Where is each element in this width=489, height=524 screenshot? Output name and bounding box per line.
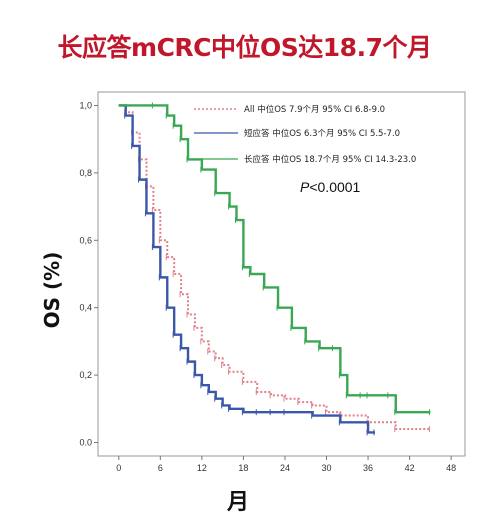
p-value-symbol: P xyxy=(300,179,310,195)
y-tick-label: 0,2 xyxy=(79,370,92,380)
plot-border xyxy=(97,91,466,457)
legend-entry-text: 长应答 中位OS 18.7个月 95% CI 14.3-23.0 xyxy=(244,154,416,165)
x-tick-label: 18 xyxy=(238,463,248,473)
y-tick-label: 1,0 xyxy=(79,100,92,110)
p-value-label: P<0.0001 xyxy=(300,179,361,195)
y-tick-label: 0,6 xyxy=(79,235,92,245)
x-tick-label: 42 xyxy=(405,463,415,473)
x-axis-label: 月 xyxy=(226,490,250,515)
legend: All 中位OS 7.9个月 95% CI 6.8-9.0 短应答 中位OS 6.… xyxy=(194,104,416,165)
survival-curves xyxy=(118,102,431,436)
survival-curve-long-response xyxy=(118,104,431,414)
y-tick-label: 0.0 xyxy=(79,438,92,448)
y-tick-label: 0,4 xyxy=(79,303,92,313)
y-tick-label: 0,8 xyxy=(79,168,92,178)
plot-frame xyxy=(97,91,466,457)
survival-curve-all xyxy=(118,104,431,431)
x-tick-label: 12 xyxy=(197,463,207,473)
legend-entry-text: All 中位OS 7.9个月 95% CI 6.8-9.0 xyxy=(244,104,385,115)
y-axis-label: OS (%) xyxy=(40,251,64,329)
x-axis: 0 6 12 18 24 30 36 42 48 xyxy=(116,456,456,473)
x-tick-label: 0 xyxy=(116,463,121,473)
x-tick-label: 30 xyxy=(322,463,332,473)
legend-entry-text: 短应答 中位OS 6.3个月 95% CI 5.5-7.0 xyxy=(244,128,400,139)
y-axis: 0.0 0,2 0,4 0,6 0,8 1,0 xyxy=(79,100,98,448)
x-tick-label: 36 xyxy=(363,463,373,473)
x-tick-label: 24 xyxy=(280,463,290,473)
x-tick-label: 6 xyxy=(158,463,163,473)
p-value-number: <0.0001 xyxy=(309,179,360,195)
survival-curve-short-response xyxy=(118,104,375,434)
chart-title: 长应答mCRC中位OS达18.7个月 xyxy=(57,33,432,62)
x-tick-label: 48 xyxy=(446,463,456,473)
